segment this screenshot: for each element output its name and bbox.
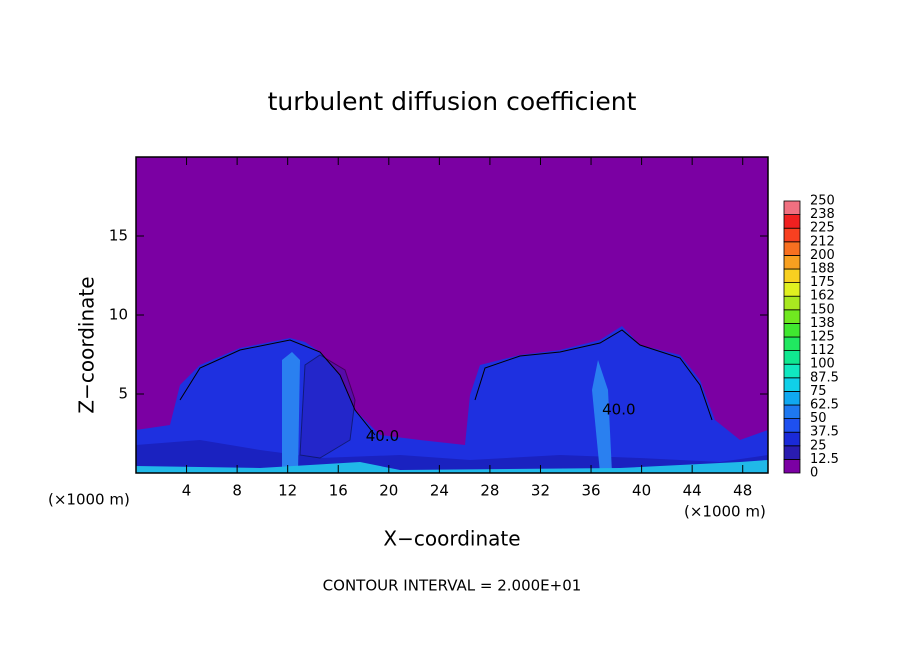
colorbar-box bbox=[783, 445, 801, 460]
x-unit-label: (×1000 m) bbox=[684, 503, 766, 521]
colorbar-box bbox=[783, 295, 801, 311]
colorbar-label: 112 bbox=[810, 343, 835, 358]
colorbar-label: 175 bbox=[810, 275, 835, 290]
colorbar-box bbox=[783, 254, 801, 270]
colorbar-label: 25 bbox=[810, 438, 827, 453]
x-tick-label: 4 bbox=[182, 482, 192, 500]
colorbar-label: 125 bbox=[810, 330, 835, 345]
footer-note: CONTOUR INTERVAL = 2.000E+01 bbox=[323, 577, 582, 595]
colorbar-box bbox=[783, 431, 801, 447]
y-tick-label: 10 bbox=[109, 306, 128, 324]
colorbar-label: 225 bbox=[810, 221, 835, 236]
colorbar-box bbox=[783, 377, 801, 392]
colorbar-box bbox=[783, 363, 801, 379]
x-tick-label: 36 bbox=[581, 482, 600, 500]
x-tick-label: 28 bbox=[480, 482, 499, 500]
colorbar-label: 138 bbox=[810, 316, 835, 331]
colorbar-box bbox=[783, 309, 801, 324]
colorbar-label: 75 bbox=[810, 384, 827, 399]
colorbar-label: 162 bbox=[810, 289, 835, 304]
colorbar-label: 212 bbox=[810, 234, 835, 249]
colorbar-box bbox=[783, 418, 801, 433]
colorbar-label: 62.5 bbox=[810, 398, 839, 413]
colorbar-label: 100 bbox=[810, 357, 835, 372]
colorbar-box bbox=[783, 458, 801, 474]
colorbar-label: 87.5 bbox=[810, 370, 839, 385]
colorbar-label: 150 bbox=[810, 302, 835, 317]
contour-label: 40.0 bbox=[366, 427, 399, 445]
x-unit-label: (×1000 m) bbox=[48, 491, 130, 509]
y-tick-label: 15 bbox=[109, 227, 128, 245]
colorbar-box bbox=[783, 282, 801, 297]
x-tick-label: 32 bbox=[531, 482, 550, 500]
field-region bbox=[282, 352, 300, 473]
colorbar-box bbox=[783, 268, 801, 284]
colorbar-label: 238 bbox=[810, 207, 835, 222]
colorbar-label: 0 bbox=[810, 466, 818, 481]
colorbar-box bbox=[783, 241, 801, 256]
colorbar-box bbox=[783, 404, 801, 420]
x-tick-label: 48 bbox=[733, 482, 752, 500]
contour-line bbox=[474, 329, 713, 421]
x-tick-label: 20 bbox=[379, 482, 398, 500]
colorbar-box bbox=[783, 227, 801, 243]
x-tick-label: 8 bbox=[232, 482, 242, 500]
contour-label: 40.0 bbox=[602, 400, 635, 418]
x-tick-label: 24 bbox=[430, 482, 449, 500]
y-axis-title: Z−coordinate bbox=[75, 276, 99, 413]
colorbar-label: 250 bbox=[810, 194, 835, 209]
colorbar-box bbox=[783, 214, 801, 229]
field bbox=[136, 326, 768, 473]
colorbar-label: 200 bbox=[810, 248, 835, 263]
colorbar-label: 12.5 bbox=[810, 452, 839, 467]
colorbar-box bbox=[783, 350, 801, 365]
colorbar-box bbox=[783, 200, 801, 216]
x-tick-label: 44 bbox=[683, 482, 702, 500]
colorbar-box bbox=[783, 390, 801, 406]
field-region bbox=[136, 460, 768, 473]
colorbar-box bbox=[783, 322, 801, 338]
x-axis-title: X−coordinate bbox=[383, 527, 520, 551]
chart-title: turbulent diffusion coefficient bbox=[268, 87, 637, 116]
contour-line bbox=[299, 354, 356, 459]
field-region bbox=[592, 360, 612, 473]
colorbar-label: 37.5 bbox=[810, 425, 839, 440]
contour-line bbox=[179, 339, 376, 436]
x-tick-label: 40 bbox=[632, 482, 651, 500]
x-tick-label: 16 bbox=[329, 482, 348, 500]
y-tick-label: 5 bbox=[118, 385, 128, 403]
colorbar-label: 50 bbox=[810, 411, 827, 426]
colorbar-box bbox=[783, 336, 801, 352]
colorbar-label: 188 bbox=[810, 262, 835, 277]
x-tick-label: 12 bbox=[278, 482, 297, 500]
